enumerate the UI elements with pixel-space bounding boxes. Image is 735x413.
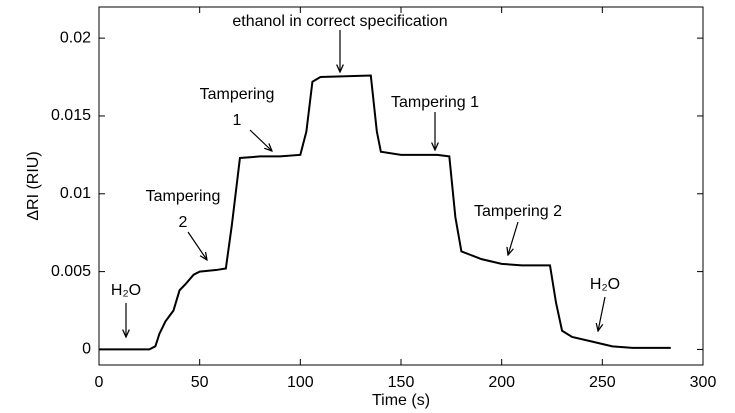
annotation-arrow [508, 221, 519, 255]
annotation: Tampering 2 [474, 203, 562, 220]
annotation: H₂O [590, 276, 620, 293]
x-tick-label: 300 [690, 374, 717, 391]
annotation: ethanol in correct specification [232, 13, 447, 30]
y-tick-label: 0.005 [51, 263, 91, 280]
y-tick-label: 0.01 [60, 185, 91, 202]
annotation: Tampering 1 [391, 94, 479, 111]
x-tick-label: 150 [388, 374, 415, 391]
x-tick-label: 50 [191, 374, 209, 391]
y-tick-label: 0.015 [51, 107, 91, 124]
annotation-arrow [598, 296, 606, 331]
x-axis-label: Time (s) [372, 392, 430, 409]
annotation: 2 [179, 214, 188, 231]
x-tick-label: 250 [589, 374, 616, 391]
x-tick-label: 100 [287, 374, 314, 391]
annotation-arrow [187, 231, 207, 260]
annotation: H₂O [111, 282, 141, 299]
plot-frame [98, 6, 704, 366]
x-tick-label: 200 [488, 374, 515, 391]
data-line [99, 74, 671, 351]
x-tick-label: 0 [95, 374, 104, 391]
y-tick-label: 0.02 [60, 29, 91, 46]
y-tick-label: 0 [82, 341, 91, 358]
annotation: Tampering [146, 188, 221, 205]
annotation-arrow [249, 129, 272, 151]
y-axis-label: ΔRI (RIU) [25, 151, 42, 220]
annotation: Tampering [200, 86, 275, 103]
annotation: 1 [233, 112, 242, 129]
